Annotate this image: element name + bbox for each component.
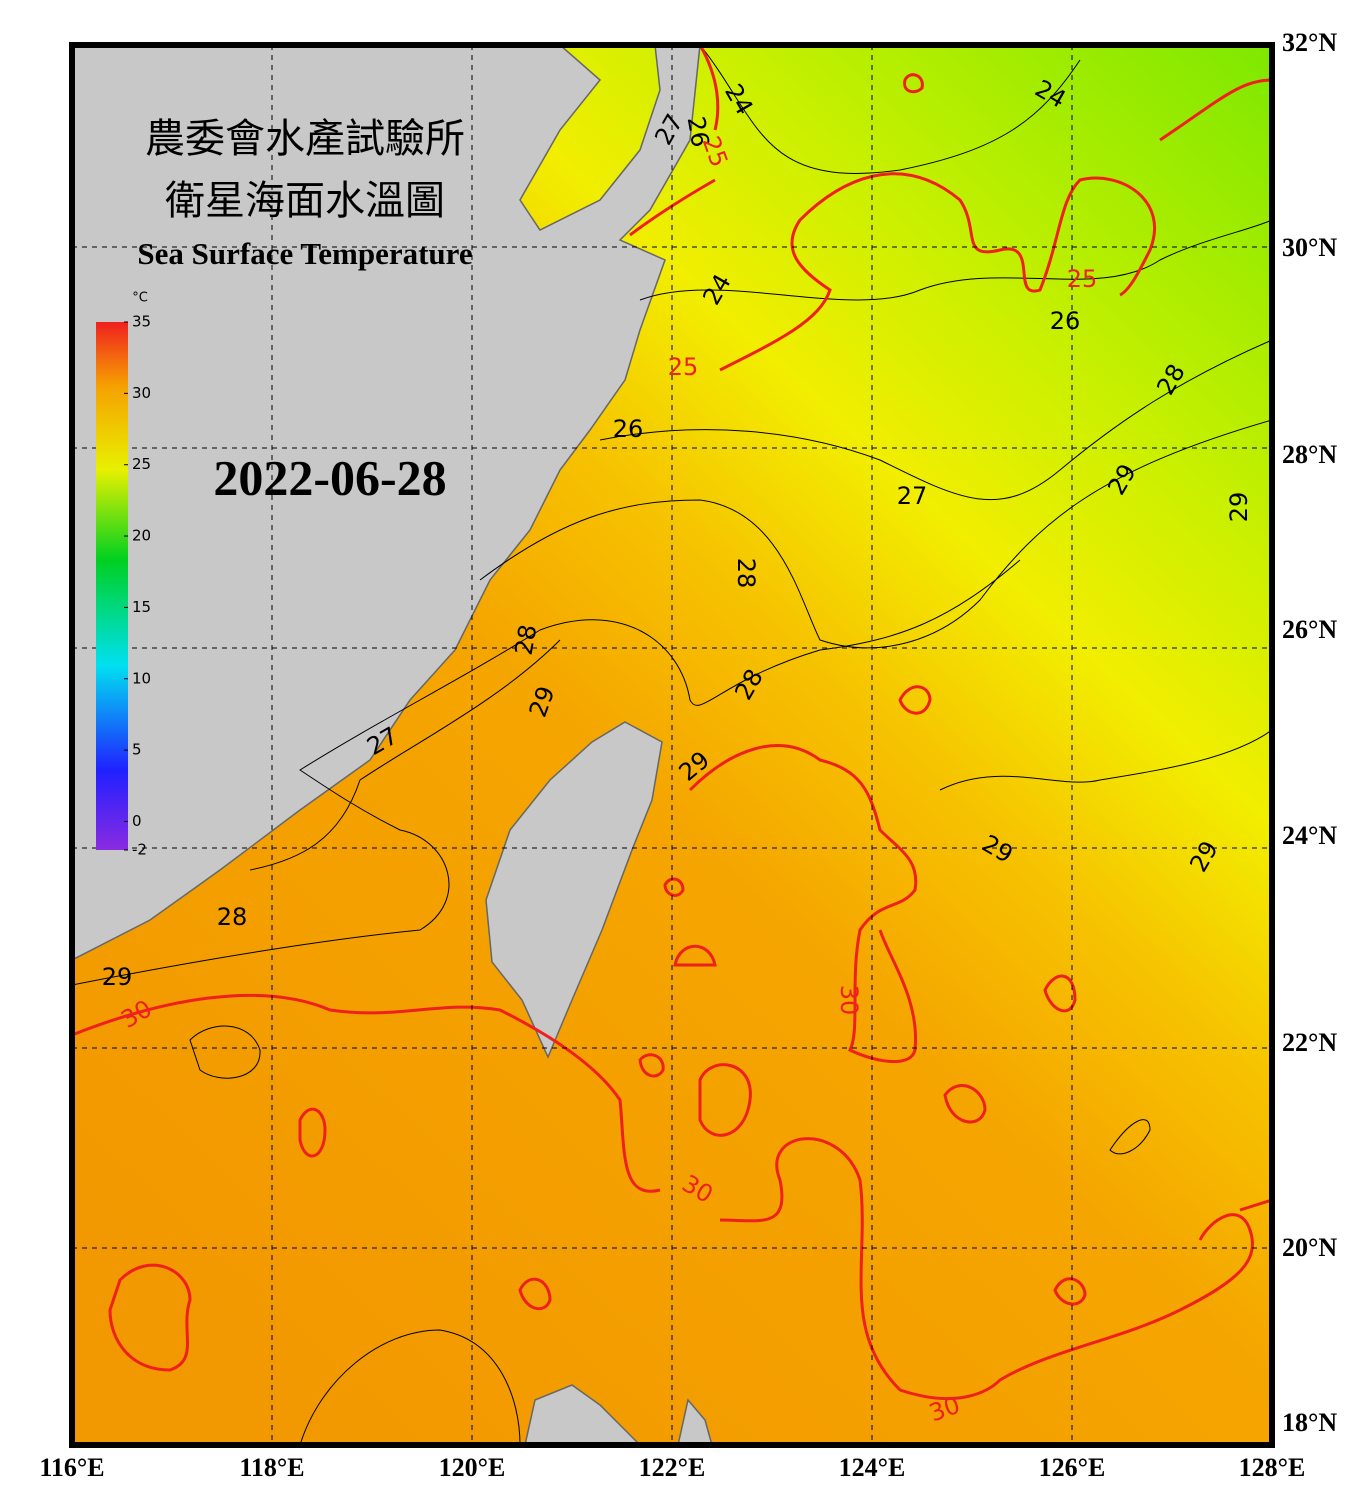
contour-label: 30 xyxy=(835,985,863,1016)
colorbar-tick-label: 30 xyxy=(132,384,151,402)
lat-label: 32°N xyxy=(1282,28,1337,57)
contour-label: 28 xyxy=(732,558,760,589)
colorbar-tick-label: 10 xyxy=(132,669,151,687)
axis-labels: 116°E 118°E 120°E 122°E 124°E 126°E 128°E 32°N 3… xyxy=(39,28,1337,1482)
lat-label: 24°N xyxy=(1282,821,1337,850)
title-zh-1: 農委會水產試驗所 xyxy=(145,116,465,161)
colorbar-tick-label: -2 xyxy=(132,841,147,859)
lon-label: 116°E xyxy=(39,1453,104,1482)
contour-label: 26 xyxy=(682,114,715,149)
lat-label: 22°N xyxy=(1282,1028,1337,1057)
map-frame xyxy=(69,42,1275,1448)
colorbar-tick-label: 25 xyxy=(132,455,151,473)
mainland xyxy=(72,45,701,961)
colorbar-tick-label: 35 xyxy=(132,313,151,331)
lat-label: 26°N xyxy=(1282,615,1337,644)
colorbar-tick-label: 0 xyxy=(132,812,142,830)
contour-label: 28 xyxy=(510,622,543,657)
lat-label: 18°N xyxy=(1282,1408,1337,1437)
lon-label: 122°E xyxy=(639,1453,706,1482)
title-en: Sea Surface Temperature xyxy=(137,236,472,271)
lon-label: 126°E xyxy=(1039,1453,1106,1482)
lat-label: 20°N xyxy=(1282,1233,1337,1262)
colorbar xyxy=(96,322,128,850)
colorbar-tick-label: 20 xyxy=(132,527,151,545)
contour-label: 28 xyxy=(217,903,248,931)
lat-label: 30°N xyxy=(1282,233,1337,262)
colorbar-tick-label: 5 xyxy=(132,741,142,759)
contour-label: 29 xyxy=(102,963,133,991)
colorbar-unit: °C xyxy=(132,291,148,306)
contours-red xyxy=(72,45,1272,1400)
lon-label: 118°E xyxy=(239,1453,304,1482)
lon-label: 128°E xyxy=(1239,1453,1306,1482)
colorbar-ticks: 35 30 25 20 15 10 5 0 -2 xyxy=(124,313,151,859)
lon-label: 120°E xyxy=(439,1453,506,1482)
map-area xyxy=(72,45,1272,1445)
contour-label: 26 xyxy=(613,415,644,443)
colorbar-tick-label: 15 xyxy=(132,598,151,616)
contour-label: 25 xyxy=(1067,265,1098,293)
graticule xyxy=(72,45,1272,1445)
title-zh-2: 衛星海面水溫圖 xyxy=(165,178,445,223)
lon-label: 124°E xyxy=(839,1453,906,1482)
date: 2022-06-28 xyxy=(213,449,446,505)
contour-label: 27 xyxy=(897,482,928,510)
lat-label: 28°N xyxy=(1282,440,1337,469)
luzon xyxy=(524,1384,713,1445)
contour-label: 29 xyxy=(1225,492,1253,523)
contour-label: 25 xyxy=(668,353,699,381)
contours-black xyxy=(72,45,1272,1445)
contour-label: 26 xyxy=(1050,307,1081,335)
